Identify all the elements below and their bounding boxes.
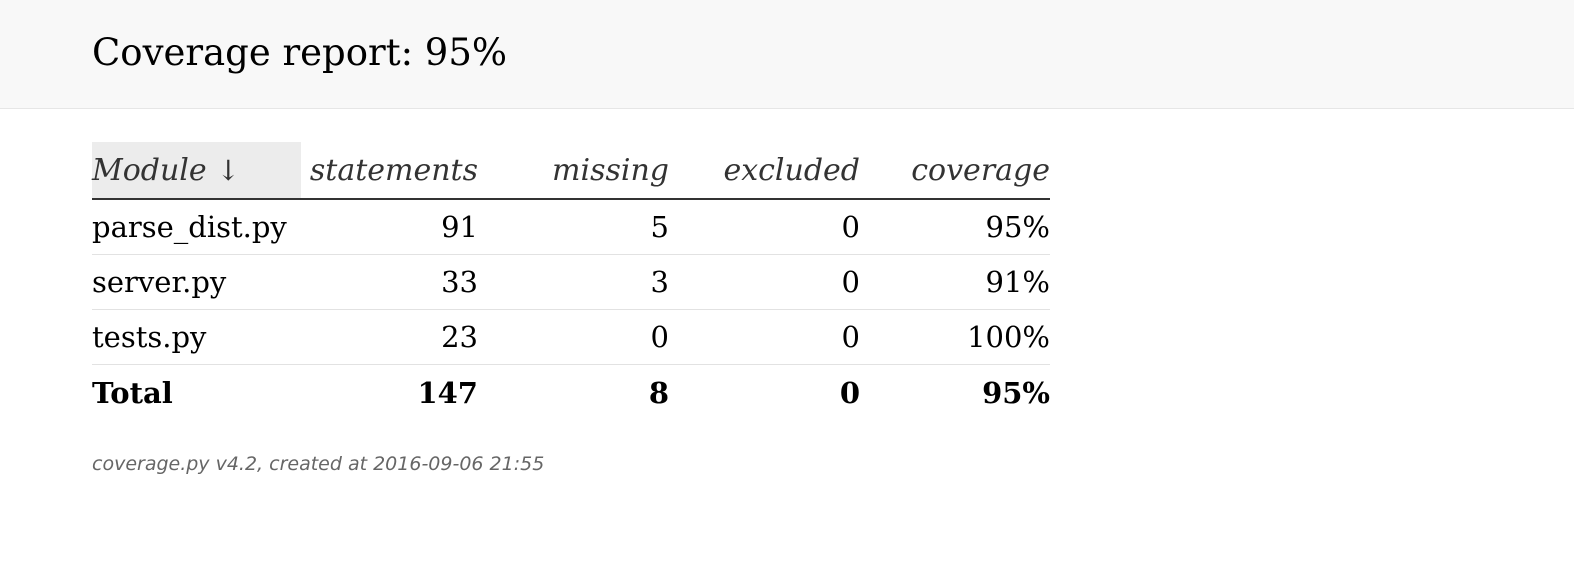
- table-row: server.py 33 3 0 91%: [92, 254, 1050, 310]
- report-content: Module ↓ statements missing excluded cove…: [92, 142, 1052, 421]
- statements-cell: 33: [301, 254, 478, 310]
- module-link[interactable]: tests.py: [92, 309, 301, 365]
- total-statements: 147: [417, 376, 478, 410]
- coverage-cell: 100%: [860, 309, 1050, 365]
- excluded-cell: 0: [669, 254, 860, 310]
- statements-cell: 23: [301, 309, 478, 365]
- statements-cell: 91: [301, 199, 478, 255]
- missing-cell: 5: [478, 199, 669, 255]
- missing-cell: 0: [478, 309, 669, 365]
- coverage-cell: 91%: [860, 254, 1050, 310]
- column-header-excluded[interactable]: excluded: [669, 142, 860, 200]
- table-header-row: Module ↓ statements missing excluded cove…: [92, 142, 1050, 200]
- table-row: parse_dist.py 91 5 0 95%: [92, 199, 1050, 255]
- column-header-coverage[interactable]: coverage: [860, 142, 1050, 200]
- total-label: Total: [92, 376, 173, 410]
- total-missing: 8: [648, 376, 669, 410]
- missing-cell: 3: [478, 254, 669, 310]
- column-header-module-label: Module: [92, 152, 207, 188]
- excluded-cell: 0: [669, 199, 860, 255]
- module-link[interactable]: parse_dist.py: [92, 199, 301, 255]
- excluded-cell: 0: [669, 309, 860, 365]
- total-excluded: 0: [839, 376, 860, 410]
- table-body: parse_dist.py 91 5 0 95% server.py 33 3 …: [92, 199, 1050, 365]
- coverage-cell: 95%: [860, 199, 1050, 255]
- column-header-statements[interactable]: statements: [301, 142, 478, 200]
- column-header-missing[interactable]: missing: [478, 142, 669, 200]
- page-header: Coverage report: 95%: [0, 0, 1574, 109]
- table-row: tests.py 23 0 0 100%: [92, 309, 1050, 365]
- total-coverage: 95%: [982, 376, 1050, 410]
- coverage-table: Module ↓ statements missing excluded cove…: [92, 142, 1050, 421]
- module-link[interactable]: server.py: [92, 254, 301, 310]
- footer-note: coverage.py v4.2, created at 2016-09-06 …: [92, 453, 545, 475]
- column-header-module[interactable]: Module ↓: [92, 142, 301, 200]
- page-title: Coverage report: 95%: [92, 31, 508, 74]
- total-row: Total 147 8 0 95%: [92, 365, 1050, 422]
- table-header: Module ↓ statements missing excluded cove…: [92, 142, 1050, 200]
- table-footer: Total 147 8 0 95%: [92, 365, 1050, 422]
- sort-down-arrow-icon: ↓: [216, 153, 241, 187]
